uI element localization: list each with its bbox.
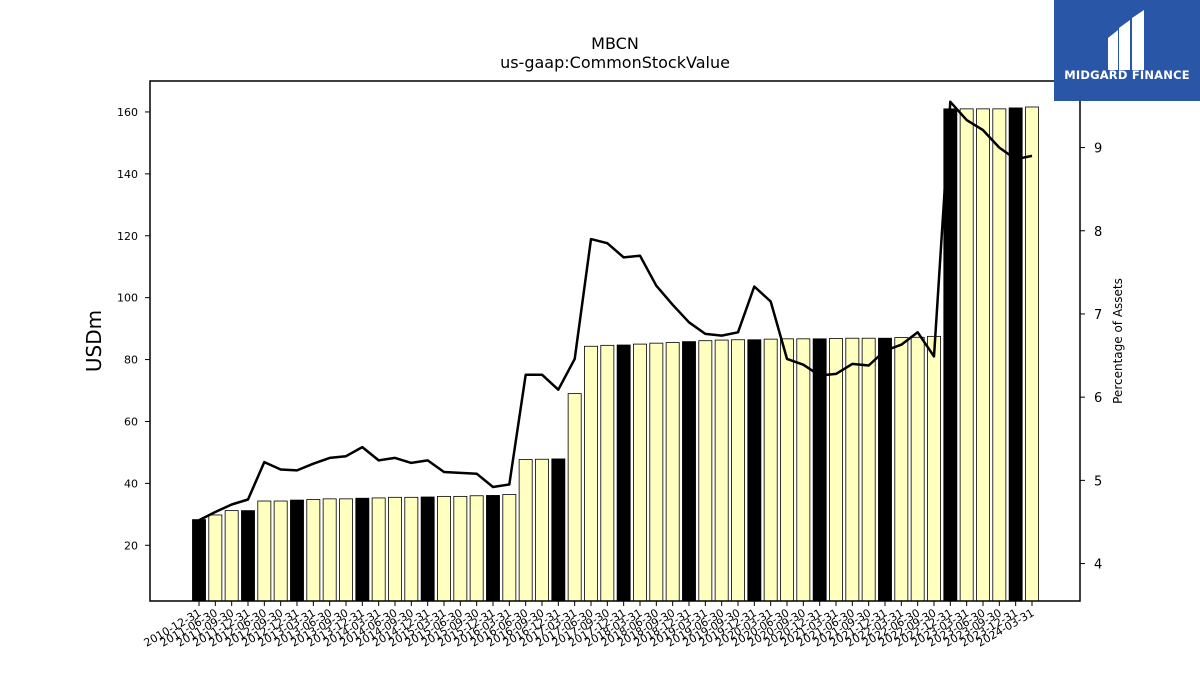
bar bbox=[616, 344, 631, 602]
bar bbox=[404, 496, 419, 602]
y-tick-label: 160 bbox=[117, 106, 138, 119]
y2-tick-label: 4 bbox=[1094, 558, 1102, 573]
y2-tick-label: 5 bbox=[1094, 474, 1102, 489]
bar bbox=[845, 337, 860, 602]
bar bbox=[469, 495, 484, 602]
bar bbox=[584, 345, 598, 602]
y-tick-label: 120 bbox=[117, 230, 138, 243]
bar bbox=[861, 337, 876, 602]
bar bbox=[567, 393, 582, 602]
y2-axis-label: Percentage of Assets bbox=[1111, 278, 1125, 404]
bar bbox=[551, 458, 566, 602]
bar bbox=[290, 499, 304, 602]
bar bbox=[910, 336, 925, 602]
bar bbox=[420, 496, 435, 602]
chart-subtitle: us-gaap:CommonStockValue bbox=[500, 53, 730, 72]
bar bbox=[894, 337, 909, 602]
bar bbox=[306, 499, 321, 602]
bar bbox=[1008, 107, 1023, 602]
bar bbox=[518, 459, 533, 602]
y2-tick-label: 8 bbox=[1094, 225, 1102, 240]
bar bbox=[273, 500, 288, 602]
bar bbox=[747, 339, 762, 602]
bar bbox=[731, 339, 745, 602]
midgard-finance-logo-icon bbox=[1108, 10, 1144, 70]
bar bbox=[976, 108, 990, 602]
bar bbox=[682, 341, 696, 602]
bar bbox=[665, 342, 680, 602]
bar bbox=[241, 510, 255, 602]
plot-frame bbox=[149, 80, 1081, 602]
y-tick-label: 80 bbox=[124, 354, 138, 367]
y-tick-label: 60 bbox=[124, 415, 138, 428]
bar bbox=[437, 495, 451, 602]
bar bbox=[780, 338, 794, 602]
bar bbox=[927, 335, 941, 602]
bar bbox=[388, 496, 402, 602]
bar bbox=[322, 498, 337, 602]
bar bbox=[453, 495, 468, 602]
bar bbox=[502, 494, 517, 602]
bar bbox=[1025, 106, 1039, 602]
bar bbox=[812, 338, 827, 602]
logo-text: MIDGARD FINANCE bbox=[1064, 68, 1190, 82]
bar bbox=[224, 510, 239, 602]
bar bbox=[535, 458, 549, 602]
y-tick-label: 100 bbox=[117, 292, 138, 305]
bar bbox=[959, 108, 974, 602]
bar bbox=[355, 497, 370, 602]
bar bbox=[763, 338, 778, 602]
bar bbox=[992, 108, 1007, 602]
bar bbox=[208, 514, 223, 602]
y2-tick-label: 7 bbox=[1094, 308, 1102, 323]
bar bbox=[698, 340, 713, 602]
bar bbox=[371, 497, 386, 602]
y-tick-label: 20 bbox=[124, 539, 138, 552]
bar bbox=[829, 338, 843, 602]
y-tick-label: 40 bbox=[124, 477, 138, 490]
bar bbox=[633, 343, 647, 602]
chart-title: MBCN bbox=[591, 34, 639, 53]
y-tick-label: 140 bbox=[117, 168, 138, 181]
bar bbox=[878, 337, 892, 602]
line-series bbox=[198, 100, 1033, 522]
bar bbox=[796, 338, 811, 602]
bar bbox=[257, 500, 272, 602]
bar bbox=[339, 498, 353, 602]
percentage-line bbox=[198, 100, 1033, 522]
bar-group bbox=[192, 106, 1039, 602]
y-axis-label: USDm bbox=[82, 310, 106, 372]
axes: 204060801001201401604567892010-12-312011… bbox=[117, 106, 1102, 650]
midgard-finance-logo: MIDGARD FINANCE bbox=[1054, 0, 1200, 101]
y2-tick-label: 6 bbox=[1094, 391, 1102, 406]
bar bbox=[486, 495, 500, 602]
y2-tick-label: 9 bbox=[1094, 142, 1102, 157]
bar bbox=[600, 344, 615, 602]
bar bbox=[649, 342, 664, 602]
bar bbox=[714, 339, 729, 602]
bar bbox=[192, 519, 206, 602]
